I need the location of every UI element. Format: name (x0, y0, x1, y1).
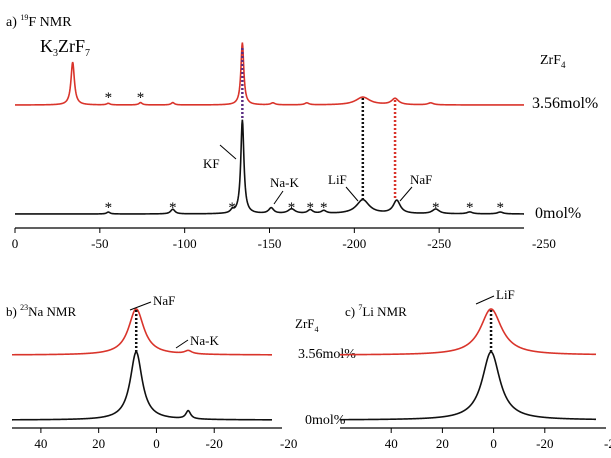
c-tick-label: 0 (490, 436, 497, 451)
sideband-star: * (496, 200, 504, 216)
panel-b-title: b) 23Na NMR (6, 303, 76, 319)
b-tick-label: 0 (153, 436, 160, 451)
sideband-star: * (432, 200, 440, 216)
series-0mol-line (15, 119, 524, 215)
sideband-star: * (137, 90, 145, 106)
arrow-lif-c (475, 295, 495, 305)
annotation-naf-b: NaF (153, 293, 175, 308)
series-label-3.56mol-b: 3.56mol% (298, 347, 356, 362)
a-tick-label: -150 (258, 236, 282, 251)
sideband-marks: * * * * * * * * * * * (105, 90, 504, 216)
sideband-star: * (288, 200, 296, 216)
panel-b: b) 23Na NMR ZrF4 NaF Na-K 3.56mol% 0mol%… (6, 293, 356, 451)
a-tick-label: -250 (427, 236, 451, 251)
series-0mol-line-c (340, 351, 596, 421)
a-tick-label: 0 (12, 236, 19, 251)
panel-c-title: c) 7Li NMR (345, 303, 407, 319)
x-ticks-c: 40 20 0 -20 -20 (385, 428, 611, 451)
arrow-na-k (273, 190, 284, 205)
a-tick-label: -100 (173, 236, 197, 251)
arrow-kf (219, 144, 237, 160)
legend-zrf4-a: ZrF4 (540, 53, 566, 70)
arrow-naf-a (399, 186, 413, 202)
series-label-3.56mol-a: 3.56mol% (532, 95, 598, 112)
annotation-kf: KF (203, 156, 220, 171)
arrow-na-k-b (175, 339, 189, 349)
a-xlabel: -250 (532, 236, 556, 251)
sideband-star: * (105, 90, 113, 106)
arrow-naf-b (129, 301, 152, 311)
legend-zrf4-b: ZrF4 (295, 316, 319, 334)
a-tick-label: -200 (342, 236, 366, 251)
c-tick-label: 20 (436, 436, 449, 451)
series-3.56mol-line-b (12, 308, 272, 356)
sideband-star: * (320, 200, 328, 216)
b-tick-label: -20 (206, 436, 223, 451)
series-3.56mol-line (14, 42, 524, 106)
c-xlabel: -20 (604, 436, 611, 451)
a-tick-label: -50 (91, 236, 108, 251)
b-xlabel: -20 (280, 436, 297, 451)
annotation-k3zrf7: K3ZrF7 (40, 36, 90, 59)
annotation-lif-c: LiF (496, 287, 515, 302)
c-tick-label: -20 (536, 436, 553, 451)
series-label-0mol-b: 0mol% (305, 413, 346, 428)
arrow-lif-a (345, 186, 359, 202)
panel-c: c) 7Li NMR LiF 40 20 0 -20 -20 (340, 287, 611, 451)
annotation-lif-a: LiF (328, 172, 347, 187)
b-tick-label: 40 (34, 436, 47, 451)
sideband-star: * (105, 200, 113, 216)
panel-a: a) 19F NMR K3ZrF7 ZrF4 3.56mol% 0mol% KF… (6, 13, 598, 251)
annotation-na-k: Na-K (270, 175, 299, 190)
c-tick-label: 40 (385, 436, 398, 451)
annotation-na-k-b: Na-K (190, 333, 219, 348)
sideband-star: * (169, 200, 177, 216)
b-tick-label: 20 (92, 436, 105, 451)
panel-a-title: a) 19F NMR (6, 13, 72, 30)
series-3.56mol-line-c (340, 308, 597, 356)
series-0mol-line-b (12, 351, 272, 421)
x-ticks-a: 0 -50 -100 -150 -200 -250 -250 (12, 228, 556, 251)
series-label-0mol-a: 0mol% (535, 205, 581, 222)
annotation-naf-a: NaF (410, 172, 432, 187)
sideband-star: * (306, 200, 314, 216)
x-ticks-b: 40 20 0 -20 -20 (34, 428, 297, 451)
sideband-star: * (466, 200, 474, 216)
sideband-star: * (228, 200, 236, 216)
